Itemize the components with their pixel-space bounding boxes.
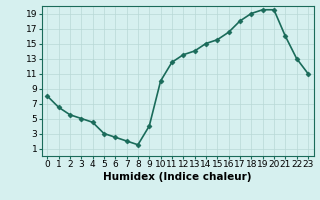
X-axis label: Humidex (Indice chaleur): Humidex (Indice chaleur) <box>103 172 252 182</box>
